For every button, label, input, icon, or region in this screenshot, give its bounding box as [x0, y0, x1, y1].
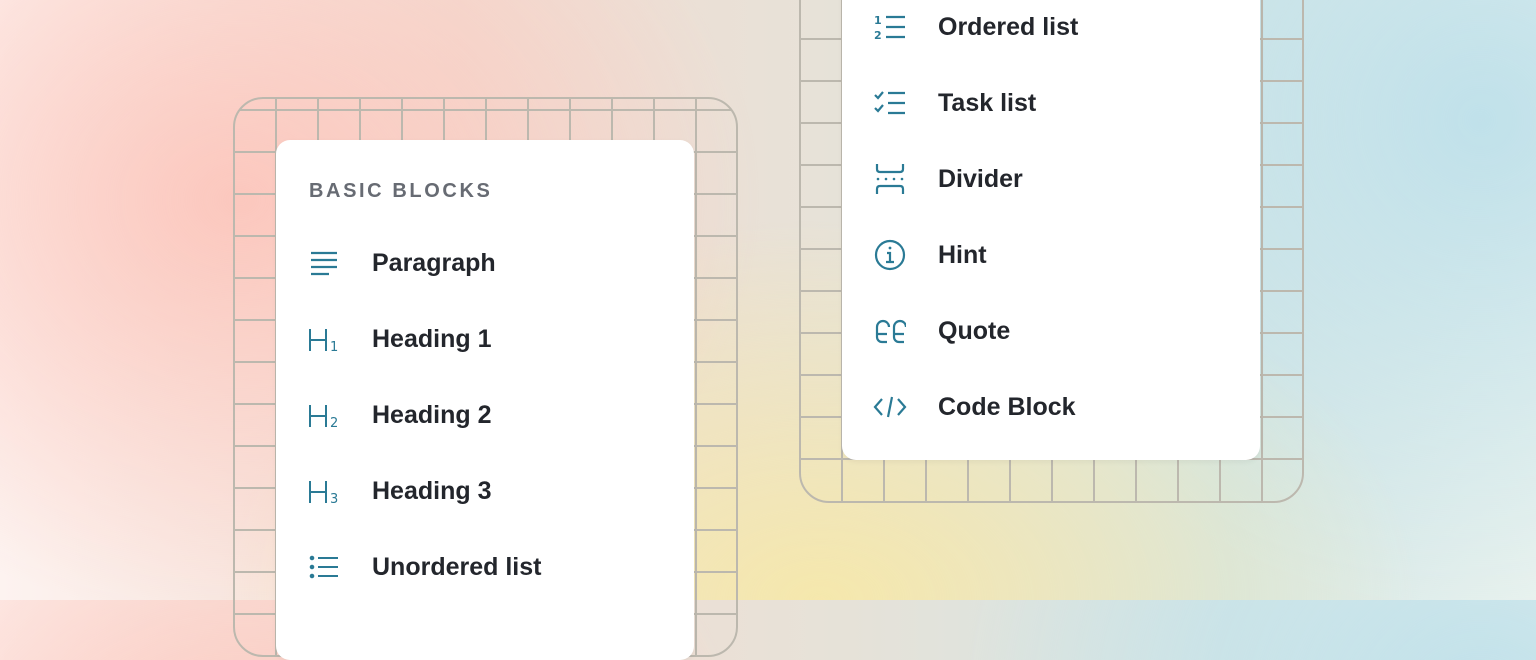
svg-text:1: 1 — [330, 340, 338, 353]
menu-item-quote[interactable]: Quote — [872, 311, 1010, 351]
menu-item-code-block[interactable]: Code Block — [872, 387, 1076, 427]
svg-text:3: 3 — [330, 492, 338, 505]
menu-item-paragraph[interactable]: Paragraph — [306, 243, 496, 283]
heading-2-icon: 2 — [306, 397, 342, 433]
menu-item-unordered-list[interactable]: Unordered list — [306, 547, 541, 587]
block-menu-left: BASIC BLOCKS Paragraph 1 Heading 1 2 Hea… — [276, 140, 694, 660]
menu-item-task-list[interactable]: Task list — [872, 83, 1036, 123]
svg-text:1: 1 — [874, 14, 882, 27]
unordered-list-icon — [306, 549, 342, 585]
paragraph-icon — [306, 245, 342, 281]
section-header: BASIC BLOCKS — [309, 180, 493, 202]
svg-text:2: 2 — [874, 29, 882, 41]
menu-item-divider[interactable]: Divider — [872, 159, 1023, 199]
svg-text:2: 2 — [330, 416, 338, 429]
menu-item-heading-1[interactable]: 1 Heading 1 — [306, 319, 491, 359]
divider-icon — [872, 161, 908, 197]
quote-icon — [872, 313, 908, 349]
info-icon — [872, 237, 908, 273]
menu-item-heading-3[interactable]: 3 Heading 3 — [306, 471, 491, 511]
menu-item-hint[interactable]: Hint — [872, 235, 987, 275]
heading-1-icon: 1 — [306, 321, 342, 357]
heading-3-icon: 3 — [306, 473, 342, 509]
task-list-icon — [872, 85, 908, 121]
code-icon — [872, 389, 908, 425]
menu-item-heading-2[interactable]: 2 Heading 2 — [306, 395, 491, 435]
